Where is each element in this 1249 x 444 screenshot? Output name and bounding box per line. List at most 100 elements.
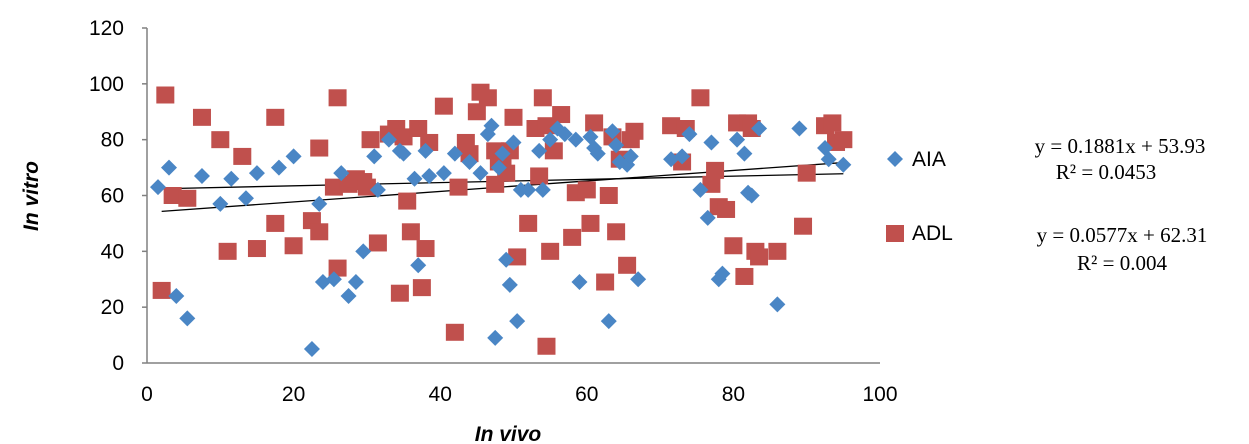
data-point-aia <box>520 181 537 198</box>
data-point-adl <box>449 178 468 196</box>
data-point-aia <box>630 271 647 288</box>
data-point-adl <box>178 189 197 207</box>
x-tick-label: 60 <box>575 383 598 406</box>
data-point-aia <box>406 170 423 187</box>
data-point-aia <box>729 131 746 148</box>
y-axis-title: In vitro <box>20 161 43 231</box>
data-point-aia <box>179 310 196 327</box>
data-point-aia <box>820 151 837 168</box>
data-point-adl <box>585 114 604 132</box>
equation-aia: y = 0.1881x + 53.93 <box>1035 134 1206 158</box>
data-point-adl <box>537 337 556 355</box>
data-point-aia <box>835 156 852 173</box>
data-point-adl <box>794 217 813 235</box>
data-point-adl <box>310 223 329 241</box>
data-point-aia <box>340 288 357 304</box>
data-point-adl <box>152 281 171 299</box>
data-point-adl <box>607 223 626 241</box>
data-point-adl <box>247 240 266 258</box>
data-point-aia <box>314 274 331 291</box>
r-squared-adl: R² = 0.004 <box>1077 251 1167 275</box>
legend-item-aia: AIA <box>887 148 946 171</box>
data-point-adl <box>768 242 787 260</box>
data-point-adl <box>416 240 435 258</box>
legend: AIA ADL <box>886 148 953 245</box>
y-tick-label: 0 <box>112 352 124 375</box>
data-point-aia <box>461 154 478 170</box>
data-point-aia <box>325 271 342 288</box>
data-point-adl <box>750 248 769 266</box>
data-point-aia <box>534 181 551 198</box>
data-point-aia <box>751 120 768 137</box>
x-tick-label: 0 <box>141 383 153 406</box>
legend-item-adl: ADL <box>886 222 953 245</box>
data-point-aia <box>212 195 229 212</box>
data-point-adl <box>401 223 420 241</box>
data-point-adl <box>163 187 182 204</box>
r-squared-aia: R² = 0.0453 <box>1056 160 1156 184</box>
data-point-aia <box>479 126 496 143</box>
data-point-adl <box>310 139 329 157</box>
data-point-aia <box>509 313 526 330</box>
x-tick-label: 20 <box>282 383 305 406</box>
data-point-aia <box>366 148 383 165</box>
data-point-adl <box>797 164 816 182</box>
y-tick-label: 20 <box>101 296 124 319</box>
data-point-adl <box>361 131 380 149</box>
data-point-aia <box>556 126 573 143</box>
data-point-aia <box>674 148 691 165</box>
data-point-aia <box>699 209 716 226</box>
y-tick-label: 40 <box>101 240 124 263</box>
data-point-aia <box>421 167 438 184</box>
data-point-aia <box>714 265 731 282</box>
data-point-aia <box>681 126 698 143</box>
x-tick-labels: 0 20 40 60 80 100 <box>141 383 897 406</box>
data-point-adl <box>156 86 175 104</box>
legend-marker-aia <box>887 151 903 167</box>
data-point-aia <box>303 341 320 358</box>
x-tick-label: 80 <box>722 383 745 406</box>
data-point-adl <box>563 228 582 246</box>
data-point-adl <box>618 256 637 274</box>
data-point-aia <box>285 148 302 165</box>
data-point-adl <box>394 128 413 146</box>
data-point-adl <box>724 237 743 255</box>
data-point-adl <box>368 234 387 252</box>
data-point-adl <box>460 145 479 163</box>
y-tick-label: 120 <box>89 17 124 40</box>
data-point-adl <box>445 323 464 341</box>
y-tick-labels: 0 20 40 60 80 100 120 <box>89 17 147 375</box>
x-tick-label: 40 <box>429 383 452 406</box>
data-point-aia <box>395 145 412 162</box>
data-point-aia <box>542 131 559 148</box>
data-point-adl <box>599 187 618 204</box>
trendline-equations: y = 0.1881x + 53.93 R² = 0.0453 y = 0.05… <box>1035 134 1208 275</box>
data-point-adl <box>834 131 853 149</box>
data-point-aia <box>380 131 397 148</box>
data-point-adl <box>691 89 710 107</box>
data-point-aia <box>472 165 489 182</box>
data-point-aia <box>498 251 515 268</box>
data-point-adl <box>533 89 552 107</box>
data-point-aia <box>791 120 808 137</box>
data-point-adl <box>530 167 549 185</box>
data-points <box>149 83 853 358</box>
data-point-aia <box>494 145 511 162</box>
data-point-adl <box>324 178 343 196</box>
legend-marker-adl <box>886 225 904 242</box>
data-point-aia <box>604 123 621 140</box>
data-point-adl <box>192 108 211 126</box>
data-point-adl <box>434 97 453 115</box>
data-point-aia <box>692 181 709 198</box>
data-point-adl <box>735 267 754 285</box>
data-point-aia <box>743 187 760 204</box>
data-point-adl <box>328 89 347 107</box>
data-point-aia <box>311 195 328 212</box>
data-point-aia <box>160 159 177 176</box>
equation-adl: y = 0.0577x + 62.31 <box>1037 223 1208 247</box>
legend-label-adl: ADL <box>912 222 953 245</box>
data-point-aia <box>490 159 507 176</box>
data-point-adl <box>409 120 428 137</box>
data-point-adl <box>284 237 303 255</box>
